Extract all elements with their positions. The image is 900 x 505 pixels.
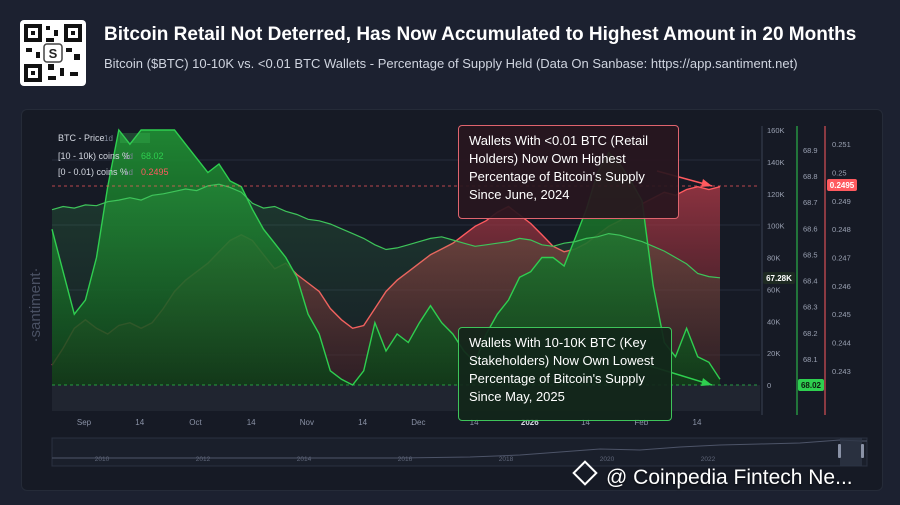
legend-btc-swatch — [120, 133, 150, 143]
whales-callout: Wallets With 10-10K BTC (Key Stakeholder… — [458, 327, 672, 421]
navigator-track — [51, 437, 868, 467]
retail-pct-tick-label: 0.251 — [832, 140, 851, 149]
navigator-ticks: 2010 2012 2014 2016 2018 2020 2022 — [95, 456, 716, 463]
x-tick-label: 14 — [470, 418, 479, 427]
retail-pct-tick-label: 0.248 — [832, 225, 851, 234]
svg-text:S: S — [49, 46, 58, 61]
whales-pct-tick-label: 68.6 — [803, 224, 818, 233]
navigator-left-handle[interactable] — [838, 444, 841, 458]
page-subtitle: Bitcoin ($BTC) 10-10K vs. <0.01 BTC Wall… — [104, 56, 798, 71]
whales-pct-tick-label: 68.4 — [803, 277, 818, 286]
retail-badge-label: 0.2495 — [830, 181, 855, 190]
retail-pct-tick-label: 0.243 — [832, 367, 851, 376]
navigator-tick-label: 2018 — [499, 456, 514, 463]
x-tick-label: 2026 — [521, 418, 539, 427]
btc-price-badge: 67.28K — [763, 272, 795, 284]
legend-retail-interval: 1d — [124, 168, 133, 177]
legend-btc-label: BTC - Price — [58, 133, 105, 143]
coinpedia-watermark-text: @ Coinpedia Fintech Ne... — [606, 466, 853, 489]
navigator-tick-label: 2020 — [600, 456, 615, 463]
x-tick-label: Nov — [300, 418, 314, 427]
navigator-right-handle[interactable] — [861, 444, 864, 458]
navigator-tick-label: 2010 — [95, 456, 110, 463]
page-title: Bitcoin Retail Not Deterred, Has Now Acc… — [104, 24, 857, 45]
btc-price-badge-label: 67.28K — [766, 274, 792, 283]
btc-price-tick-label: 100K — [767, 222, 785, 231]
whales-pct-tick-label: 68.1 — [803, 355, 818, 364]
whales-pct-tick-label: 68.5 — [803, 250, 818, 259]
retail-pct-tick-label: 0.244 — [832, 339, 851, 348]
x-axis-ticks: Sep 14 Oct 14 Nov 14 Dec 14 2026 14 Feb 14 — [77, 418, 702, 427]
whales-pct-tick-label: 68.7 — [803, 198, 818, 207]
legend-whales-label: [10 - 10k) coins % — [58, 151, 130, 161]
legend-retail-value: 0.2495 — [141, 167, 169, 177]
x-tick-label: 14 — [581, 418, 590, 427]
axis-ticks: 160K 140K 120K 100K 80K 60K 40K 20K 0 68.9 68.8 68.… — [767, 126, 851, 390]
whales-badge: 68.02 — [798, 379, 824, 391]
navigator-tick-label: 2014 — [297, 456, 312, 463]
coinpedia-watermark: @ Coinpedia Fintech Ne... — [572, 460, 853, 490]
retail-pct-tick-label: 0.247 — [832, 254, 851, 263]
retail-badge: 0.2495 — [827, 179, 857, 191]
navigator-selection[interactable] — [840, 438, 862, 466]
x-tick-label: Oct — [189, 418, 202, 427]
retail-pct-tick-label: 0.25 — [832, 169, 847, 178]
navigator-tick-label: 2012 — [196, 456, 211, 463]
chart-legend: BTC - Price 1d [10 - 10k) coins % 1d 68.… — [58, 133, 169, 177]
legend-whales-value: 68.02 — [141, 151, 164, 161]
x-tick-label: Dec — [411, 418, 425, 427]
whales-pct-tick-label: 68.9 — [803, 146, 818, 155]
x-tick-label: Sep — [77, 418, 92, 427]
x-tick-label: 14 — [135, 418, 144, 427]
btc-price-tick-label: 160K — [767, 126, 785, 135]
btc-price-tick-label: 140K — [767, 158, 785, 167]
x-tick-label: 14 — [247, 418, 256, 427]
whales-pct-tick-label: 68.2 — [803, 329, 818, 338]
navigator[interactable]: 2010 2012 2014 2016 2018 2020 2022 — [51, 437, 868, 467]
whales-badge-label: 68.02 — [801, 381, 822, 390]
legend-retail-label: [0 - 0.01) coins % — [58, 167, 128, 177]
legend-whales-interval: 1d — [124, 152, 133, 161]
navigator-overview-line — [52, 439, 867, 459]
retail-callout: Wallets With <0.01 BTC (Retail Holders) … — [458, 125, 679, 219]
btc-price-tick-label: 60K — [767, 285, 780, 294]
whales-pct-tick-label: 68.3 — [803, 303, 818, 312]
santiment-watermark: ·santiment· — [27, 267, 44, 342]
navigator-tick-label: 2022 — [701, 456, 716, 463]
x-tick-label: Feb — [634, 418, 648, 427]
x-tick-label: 14 — [358, 418, 367, 427]
btc-price-tick-label: 40K — [767, 317, 780, 326]
navigator-tick-label: 2016 — [398, 456, 413, 463]
btc-price-series-line — [51, 183, 721, 279]
legend-btc-interval: 1d — [104, 134, 113, 143]
btc-price-tick-label: 20K — [767, 349, 780, 358]
retail-pct-tick-label: 0.249 — [832, 197, 851, 206]
retail-pct-tick-label: 0.245 — [832, 310, 851, 319]
btc-price-tick-label: 120K — [767, 190, 785, 199]
retail-pct-tick-label: 0.246 — [832, 282, 851, 291]
btc-price-tick-label: 0 — [767, 381, 771, 390]
x-tick-label: 14 — [693, 418, 702, 427]
qr-code: S — [20, 20, 86, 86]
whales-pct-tick-label: 68.8 — [803, 172, 818, 181]
btc-price-tick-label: 80K — [767, 254, 780, 263]
